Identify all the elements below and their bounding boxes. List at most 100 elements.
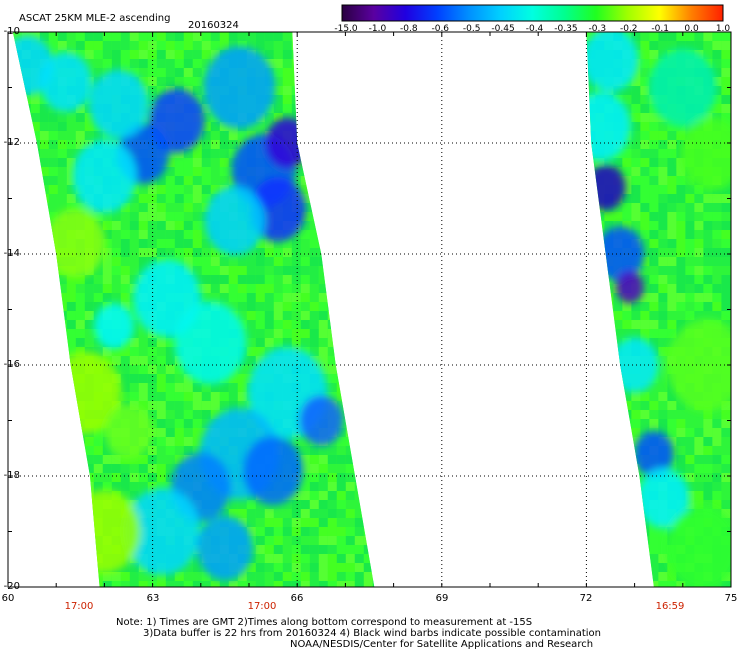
swath-cell <box>30 554 40 563</box>
swath-cell <box>111 50 121 59</box>
swath-cell <box>649 293 659 302</box>
swath-cell <box>694 221 704 230</box>
swath-cell <box>354 86 364 95</box>
swath-cell <box>354 356 364 365</box>
swath-cell <box>372 149 375 158</box>
swath-cell <box>165 482 175 491</box>
swath-cell <box>246 329 256 338</box>
swath-cell <box>372 212 375 221</box>
swath-cell <box>120 473 130 482</box>
swath-cell <box>640 563 650 572</box>
swath-cell <box>631 572 641 581</box>
swath-cell <box>703 491 713 500</box>
swath-cell <box>282 77 292 86</box>
chart-date: 20160324 <box>188 20 239 31</box>
swath-cell <box>676 41 686 50</box>
swath-cell <box>30 203 40 212</box>
swath-cell <box>586 356 596 365</box>
swath-cell <box>192 212 202 221</box>
swath-cell <box>604 392 614 401</box>
colorbar-tick-label: -1.0 <box>368 24 387 34</box>
swath-cell <box>613 374 623 383</box>
swath-cell <box>66 401 76 410</box>
swath-cell <box>255 41 265 50</box>
swath-cell <box>685 293 695 302</box>
swath-cell <box>604 554 614 563</box>
swath-cell <box>658 203 668 212</box>
swath-cell <box>57 32 67 41</box>
swath-cell <box>165 464 175 473</box>
swath-cell <box>730 122 731 131</box>
swath-cell <box>613 410 623 419</box>
swath-cell <box>372 473 375 482</box>
swath-cell <box>30 491 40 500</box>
swath-cell <box>318 239 328 248</box>
swath-cell <box>201 131 211 140</box>
swath-cell <box>649 275 659 284</box>
swath-cell <box>102 473 112 482</box>
swath-cell <box>622 320 632 329</box>
swath-cell <box>300 41 310 50</box>
swath-cell <box>345 365 355 374</box>
swath-cell <box>721 248 731 257</box>
swath-cell <box>712 437 722 446</box>
swath-cell <box>219 32 229 41</box>
swath-feature <box>610 337 659 393</box>
swath-cell <box>363 563 373 572</box>
swath-cell <box>309 266 319 275</box>
swath-cell <box>327 455 337 464</box>
swath-cell <box>595 86 605 95</box>
swath-cell <box>345 239 355 248</box>
swath-cell <box>595 347 605 356</box>
swath-cell <box>183 572 193 581</box>
swath-cell <box>586 455 596 464</box>
swath-cell <box>246 581 256 587</box>
swath-cell <box>66 32 76 41</box>
swath-cell <box>309 347 319 356</box>
swath-cell <box>12 239 22 248</box>
swath-cell <box>174 428 184 437</box>
swath-cell <box>318 545 328 554</box>
swath-cell <box>649 392 659 401</box>
swath-cell <box>730 446 731 455</box>
swath-cell <box>649 113 659 122</box>
swath-cell <box>21 383 31 392</box>
swath-cell <box>586 320 596 329</box>
swath-cell <box>327 41 337 50</box>
swath-cell <box>631 104 641 113</box>
swath-cell <box>111 248 121 257</box>
swath-cell <box>192 446 202 455</box>
swath-cell <box>273 32 283 41</box>
swath-cell <box>595 365 605 374</box>
swath-cell <box>210 140 220 149</box>
swath-cell <box>39 194 49 203</box>
swath-cell <box>586 338 596 347</box>
swath-cell <box>363 410 373 419</box>
swath-cell <box>75 518 85 527</box>
swath-cell <box>120 464 130 473</box>
swath-cell <box>39 122 49 131</box>
swath-cell <box>129 392 139 401</box>
swath-cell <box>712 446 722 455</box>
swath-cell <box>30 158 40 167</box>
swath-cell <box>318 347 328 356</box>
swath-cell <box>228 131 238 140</box>
swath-cell <box>613 527 623 536</box>
swath-cell <box>604 536 614 545</box>
swath-cell <box>336 581 346 587</box>
swath-cell <box>300 77 310 86</box>
swath-cell <box>21 419 31 428</box>
swath-cell <box>156 86 166 95</box>
swath-cell <box>345 95 355 104</box>
swath-cell <box>21 167 31 176</box>
swath-cell <box>291 329 301 338</box>
swath-cell <box>192 185 202 194</box>
swath-cell <box>667 338 677 347</box>
swath-cell <box>39 248 49 257</box>
swath-cell <box>667 212 677 221</box>
swath-cell <box>282 239 292 248</box>
swath-cell <box>255 338 265 347</box>
swath-cell <box>39 419 49 428</box>
swath-cell <box>120 482 130 491</box>
swath-cell <box>210 410 220 419</box>
